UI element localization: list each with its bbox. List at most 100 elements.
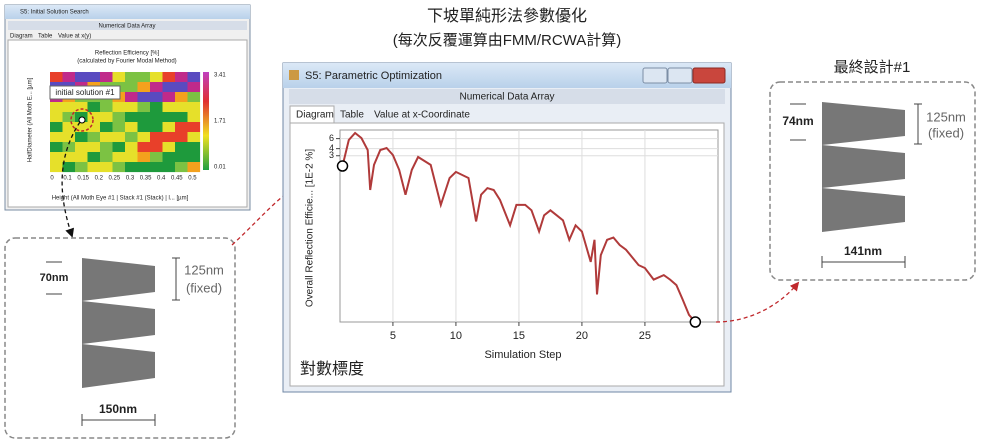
heatmap-cell [150,162,163,173]
heatmap-cell [112,142,126,153]
cone-segment [822,145,905,188]
x-tick-label: 0.2 [95,176,104,182]
heatmap-cell [175,132,188,143]
dimension-note: (fixed) [928,125,964,140]
window-subtitle: Numerical Data Array [98,24,155,30]
heatmap-cell [50,122,63,133]
cone-segment [82,258,155,301]
heatmap-cell [137,152,151,163]
close-button[interactable] [692,67,726,84]
heatmap-cell [162,122,176,133]
heatmap-cell [175,82,188,93]
heatmap [50,72,201,173]
x-tick-label: 0.35 [140,176,152,182]
x-tick-label: 0.4 [157,176,166,182]
heatmap-cell [187,82,201,93]
x-tick-label: 5 [390,330,396,342]
window-title: S5: Parametric Optimization [305,70,442,82]
tab[interactable]: Diagram [10,34,33,40]
heading: (每次反覆運算由FMM/RCWA計算) [393,31,622,49]
x-tick-label: 0.5 [188,176,197,182]
heatmap-cell [150,102,163,113]
heatmap-cell [87,132,101,143]
x-tick-label: 0.1 [63,176,72,182]
maximize-button[interactable] [667,67,693,84]
heatmap-cell [87,162,101,173]
annotation: initial solution #1 [55,88,115,97]
y-axis-label: HalfDiameter (All Moth E... [µm] [28,77,34,162]
heatmap-cell [162,82,176,93]
heatmap-cell [150,92,163,103]
x-tick-label: 20 [576,330,588,342]
design-box [4,237,236,439]
x-tick-label: 25 [639,330,651,342]
heatmap-cell [137,122,151,133]
heatmap-cell [137,82,151,93]
heatmap-cell [87,72,101,83]
x-tick-label: 0.3 [126,176,135,182]
heatmap-cell [137,72,151,83]
final-design: 最終設計#1 74nm 125nm (fixed) 141nm [769,59,976,281]
heatmap-cell [62,122,76,133]
heatmap-cell [175,142,188,153]
heatmap-cell [187,112,201,123]
heatmap-cell [175,162,188,173]
tab-label[interactable]: Value at x-Coordinate [374,110,470,121]
heatmap-cell [137,102,151,113]
heatmap-cell [125,92,138,103]
heatmap-cell [187,72,201,83]
heatmap-cell [187,152,201,163]
heatmap-cell [150,152,163,163]
y-axis-label: Overall Reflection Efficie... [1E-2 %] [305,149,316,307]
solution-point [78,116,86,124]
heatmap-cell [175,72,188,83]
heatmap-cell [150,122,163,133]
heatmap-cell [150,142,163,153]
heatmap-cell [187,102,201,113]
subtitle-bar [8,21,247,30]
heatmap-cell [75,72,88,83]
subtitle-bar [289,89,725,104]
heatmap-cell [150,132,163,143]
highlight-circle [70,108,94,132]
heatmap-cell [137,162,151,173]
heatmap-cell [187,92,201,103]
design-title: 最終設計#1 [834,59,911,76]
cone-segment [822,102,905,145]
heatmap-cell [112,152,126,163]
heatmap-cell [50,162,63,173]
tab[interactable]: Value at x(y) [58,34,91,40]
dimension-label: 141nm [844,244,882,258]
heatmap-cell [112,122,126,133]
tab-label[interactable]: Diagram [296,110,334,121]
heatmap-cell [112,162,126,173]
heatmap-cell [125,112,138,123]
x-tick-label: 0 [50,176,54,182]
y-tick-label: 4 [329,143,334,153]
initial-design: 70nm 125nm (fixed) 150nm [4,237,236,439]
x-tick-label: 0.25 [109,176,121,182]
heatmap-cell [125,152,138,163]
y-tick-label: 3 [329,150,334,160]
tab-label[interactable]: Table [340,110,364,121]
minimize-button[interactable] [642,67,668,84]
x-axis-label: Height (All Moth Eye #1 | Stack #1 (Stac… [52,196,189,202]
heatmap-cell [150,112,163,123]
heatmap-cell [87,122,101,133]
plot-area [339,129,719,323]
window-title: S5: Initial Solution Search [20,10,89,16]
arrow [715,281,800,323]
heatmap-cell [175,112,188,123]
heatmap-cell [125,82,138,93]
heatmap-cell [62,132,76,143]
window-icon [289,70,299,80]
chart-subtitle: (calculated by Fourier Modal Method) [77,59,176,65]
heatmap-cell [187,162,201,173]
heatmap-cell [137,112,151,123]
tab[interactable]: Table [38,34,53,40]
heatmap-cell [125,122,138,133]
heading: 下坡單純形法參數優化 [427,7,587,25]
heatmap-cell [75,132,88,143]
heatmap-cell [125,142,138,153]
heatmap-cell [112,72,126,83]
